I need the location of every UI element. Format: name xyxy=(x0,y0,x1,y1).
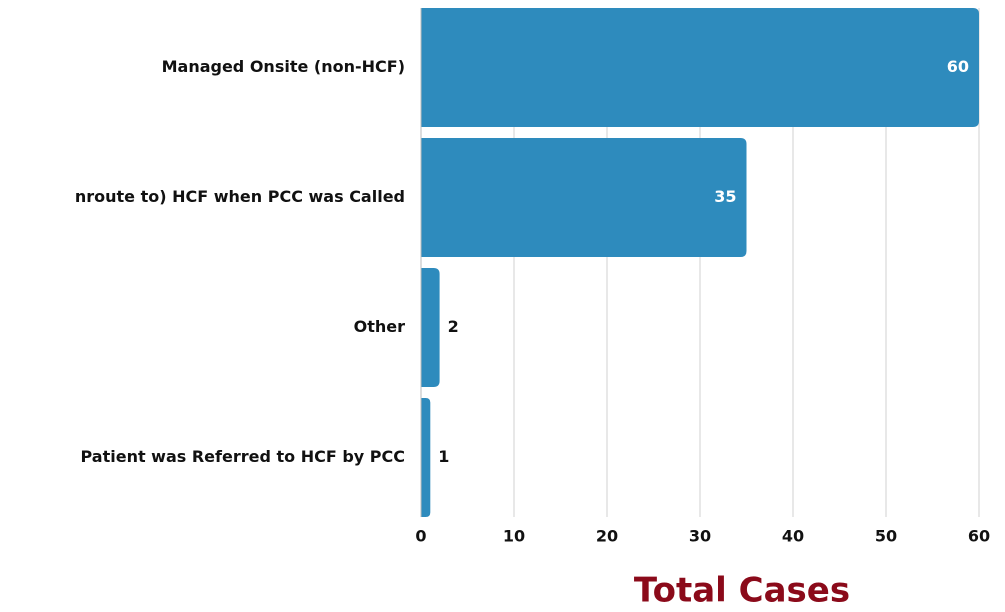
bar xyxy=(421,8,979,127)
y-tick-label: Managed Onsite (non-HCF) xyxy=(162,57,405,76)
x-tick-label: 50 xyxy=(875,527,897,546)
y-tick-label: Patient was Referred to HCF by PCC xyxy=(80,447,405,466)
value-label: 2 xyxy=(448,317,459,336)
bar xyxy=(421,138,747,257)
x-tick-label: 30 xyxy=(689,527,711,546)
y-tick-label: Other xyxy=(354,317,405,336)
value-label: 1 xyxy=(438,447,449,466)
x-tick-label: 40 xyxy=(782,527,804,546)
x-axis-title: Total Cases xyxy=(634,571,850,611)
value-label: 35 xyxy=(714,187,736,206)
y-tick-label: nroute to) HCF when PCC was Called xyxy=(75,187,405,206)
x-tick-label: 60 xyxy=(968,527,990,546)
x-tick-label: 20 xyxy=(596,527,618,546)
value-label: 60 xyxy=(947,57,969,76)
bar xyxy=(421,398,431,517)
x-tick-label: 10 xyxy=(503,527,525,546)
bar xyxy=(421,268,440,387)
x-tick-label: 0 xyxy=(415,527,426,546)
